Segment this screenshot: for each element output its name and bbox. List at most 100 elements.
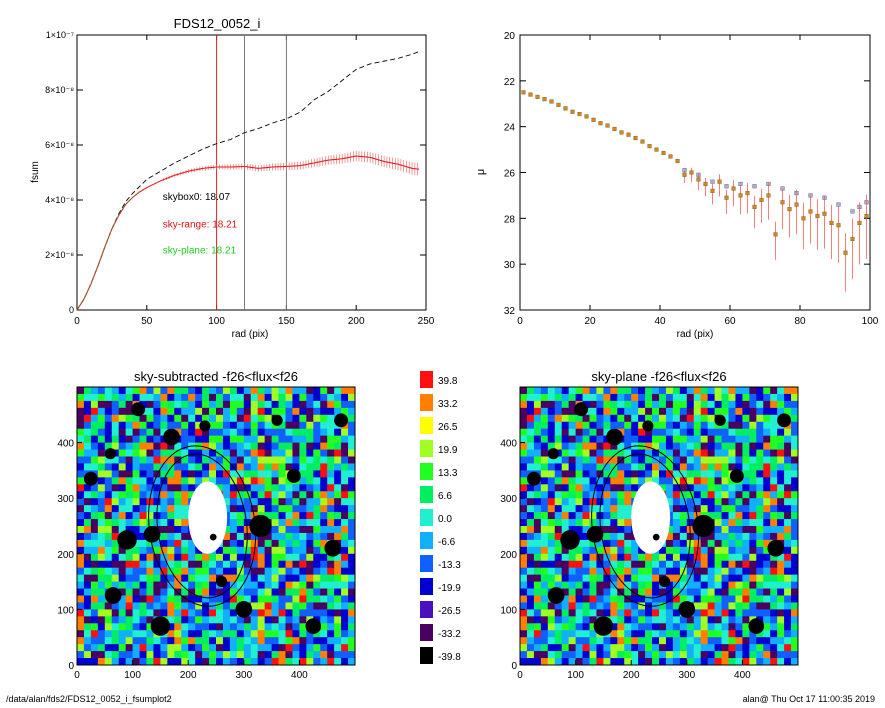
- image-pixel: [229, 630, 238, 638]
- panel-2-ylabel: μ: [475, 169, 487, 175]
- colorbar-label: -6.6: [438, 537, 456, 548]
- image-pixel: [243, 505, 252, 513]
- image-pixel: [264, 442, 272, 450]
- image-pixel: [728, 574, 736, 582]
- image-pixel: [271, 630, 279, 638]
- image-pixel: [742, 387, 750, 395]
- image-pixel: [742, 637, 750, 645]
- image-pixel: [125, 498, 133, 506]
- image-pixel: [243, 644, 252, 652]
- masked-source: [547, 587, 565, 604]
- image-pixel: [561, 581, 569, 589]
- image-pixel: [652, 630, 660, 638]
- image-pixel: [672, 393, 681, 402]
- image-pixel: [222, 393, 231, 402]
- image-pixel: [271, 435, 279, 443]
- image-pixel: [714, 644, 722, 652]
- image-pixel: [540, 539, 549, 548]
- image-pixel: [770, 477, 778, 485]
- image-pixel: [118, 421, 126, 429]
- image-pixel: [327, 658, 335, 666]
- image-pixel: [90, 442, 99, 450]
- image-pixel: [139, 602, 147, 610]
- image-pixel: [693, 477, 701, 485]
- image-pixel: [735, 630, 743, 638]
- image-pixel: [721, 526, 729, 534]
- image-pixel: [83, 651, 92, 659]
- image-pixel: [770, 435, 778, 443]
- image-pixel: [770, 553, 778, 562]
- image-pixel: [791, 477, 799, 485]
- image-pixel: [285, 574, 293, 582]
- image-pixel: [181, 512, 189, 520]
- image-pixel: [118, 644, 126, 652]
- image-pixel: [341, 616, 349, 624]
- image-pixel: [195, 623, 203, 631]
- image-pixel: [313, 526, 321, 534]
- image-pixel: [638, 616, 646, 624]
- image-pixel: [672, 470, 681, 478]
- image-pixel: [195, 387, 203, 395]
- image-pixel: [561, 519, 569, 527]
- image-pixel: [181, 553, 189, 562]
- image-pixel: [271, 512, 279, 520]
- image-pixel: [540, 623, 549, 631]
- image-pixel: [533, 651, 542, 659]
- image-pixel: [520, 435, 528, 443]
- image-pixel: [735, 512, 743, 520]
- image-pixel: [188, 658, 196, 666]
- image-pixel: [526, 428, 535, 436]
- image-pixel: [659, 442, 667, 450]
- image-pixel: [540, 560, 549, 568]
- image-pixel: [624, 477, 632, 485]
- image-pixel: [686, 588, 695, 596]
- image-pixel: [216, 421, 224, 429]
- image-pixel: [547, 581, 556, 589]
- image-pixel: [714, 609, 722, 617]
- image-pixel: [77, 470, 85, 478]
- image-pixel: [756, 532, 764, 541]
- image-pixel: [320, 651, 328, 659]
- image-pixel: [749, 567, 757, 575]
- image-pixel: [547, 630, 556, 638]
- image-pixel: [306, 407, 314, 416]
- image-pixel: [320, 602, 328, 610]
- image-pixel: [742, 609, 750, 617]
- image-pixel: [146, 456, 154, 464]
- image-pixel: [320, 505, 328, 513]
- image-pixel: [257, 560, 265, 568]
- image-pixel: [652, 387, 660, 395]
- image-pixel: [547, 546, 556, 555]
- image-pixel: [334, 616, 342, 624]
- image-pixel: [292, 637, 300, 645]
- image-pixel: [320, 428, 328, 436]
- image-pixel: [90, 407, 99, 416]
- image-pixel: [777, 491, 785, 499]
- image-pixel: [236, 449, 245, 457]
- image-pixel: [631, 658, 639, 666]
- image-pixel: [167, 491, 175, 499]
- image-pixel: [313, 407, 321, 416]
- image-pixel: [791, 623, 799, 631]
- image-pixel: [791, 588, 799, 596]
- image-pixel: [209, 644, 217, 652]
- image-pixel: [181, 477, 189, 485]
- image-pixel: [174, 602, 182, 610]
- image-pixel: [327, 630, 335, 638]
- image-pixel: [533, 658, 542, 666]
- image-pixel: [90, 512, 99, 520]
- data-point: [766, 193, 771, 198]
- image-pixel: [526, 623, 535, 631]
- image-pixel: [271, 470, 279, 478]
- image-pixel: [596, 477, 604, 485]
- image-pixel: [700, 560, 708, 568]
- image-pixel: [561, 637, 569, 645]
- image-pixel: [714, 595, 722, 603]
- image-pixel: [104, 616, 113, 624]
- image-pixel: [784, 484, 792, 492]
- image-pixel: [526, 609, 535, 617]
- image-pixel: [209, 449, 217, 457]
- image-pixel: [181, 449, 189, 457]
- image-pixel: [195, 644, 203, 652]
- image-pixel: [146, 609, 154, 617]
